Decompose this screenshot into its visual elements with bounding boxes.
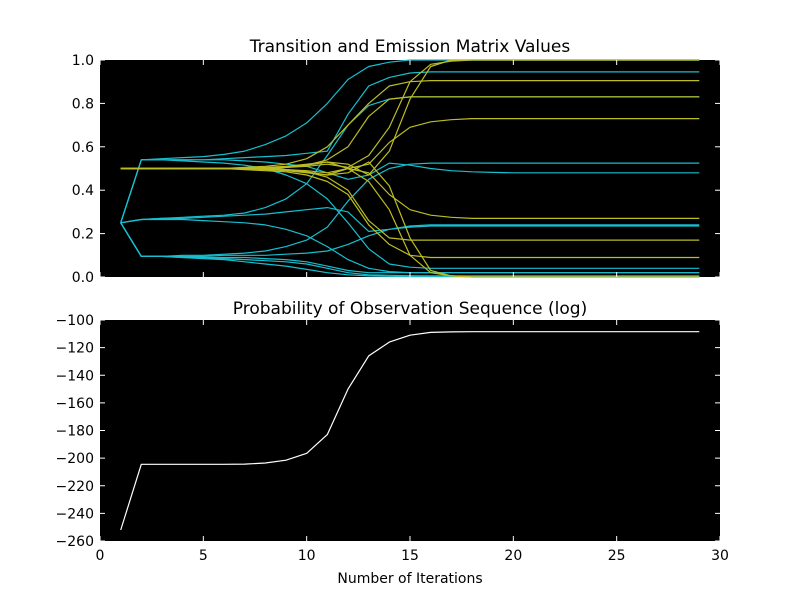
y-tick-label: 1.0: [72, 53, 94, 69]
y-tick-label: 0.6: [72, 140, 94, 156]
series-line-1: [120, 331, 700, 531]
y-tick-label: 0.2: [72, 227, 94, 243]
matrix-values-title: Transition and Emission Matrix Values: [249, 37, 571, 57]
x-tick-label: 20: [504, 548, 522, 564]
x-tick-label: 15: [401, 548, 419, 564]
y-tick-label: −200: [56, 451, 94, 467]
y-tick-label: 0.4: [72, 183, 94, 199]
series-line-4: [120, 159, 700, 269]
y-tick-label: −100: [56, 313, 94, 329]
series-line-9: [120, 222, 700, 257]
y-tick-label: −220: [56, 479, 94, 495]
log-probability-ticks: −260 −240 −220 −200 −180 −160 −140 −120 −100 0 5 10…: [56, 313, 729, 564]
x-tick-label: 10: [298, 548, 316, 564]
y-tick-label: −140: [56, 368, 94, 384]
y-tick-label: −120: [56, 341, 94, 357]
x-tick-label: 0: [96, 548, 105, 564]
series-line-22: [120, 167, 700, 259]
y-tick-label: −240: [56, 506, 94, 522]
log-probability-panel: Probability of Observation Sequence (log…: [56, 299, 729, 587]
matrix-values-panel: Transition and Emission Matrix Values 0.…: [72, 37, 721, 286]
matrix-values-y-ticks: 0.0 0.2 0.4 0.6 0.8 1.0: [72, 53, 721, 286]
y-tick-label: 0.0: [72, 270, 94, 286]
series-line-6: [120, 207, 700, 232]
y-tick-label: 0.8: [72, 96, 94, 112]
y-tick-label: −180: [56, 424, 94, 440]
x-tick-label: 25: [608, 548, 626, 564]
log-probability-plot-area: [100, 320, 720, 541]
x-tick-label: 5: [199, 548, 208, 564]
series-line-8: [120, 162, 700, 257]
y-tick-label: −260: [56, 534, 94, 550]
x-tick-label: 30: [711, 548, 729, 564]
log-probability-title: Probability of Observation Sequence (log…: [233, 299, 587, 319]
y-tick-label: −160: [56, 396, 94, 412]
log-probability-series: [120, 331, 700, 531]
x-axis-label: Number of Iterations: [337, 571, 482, 587]
series-line-3: [120, 159, 700, 223]
series-line-2: [120, 71, 700, 223]
